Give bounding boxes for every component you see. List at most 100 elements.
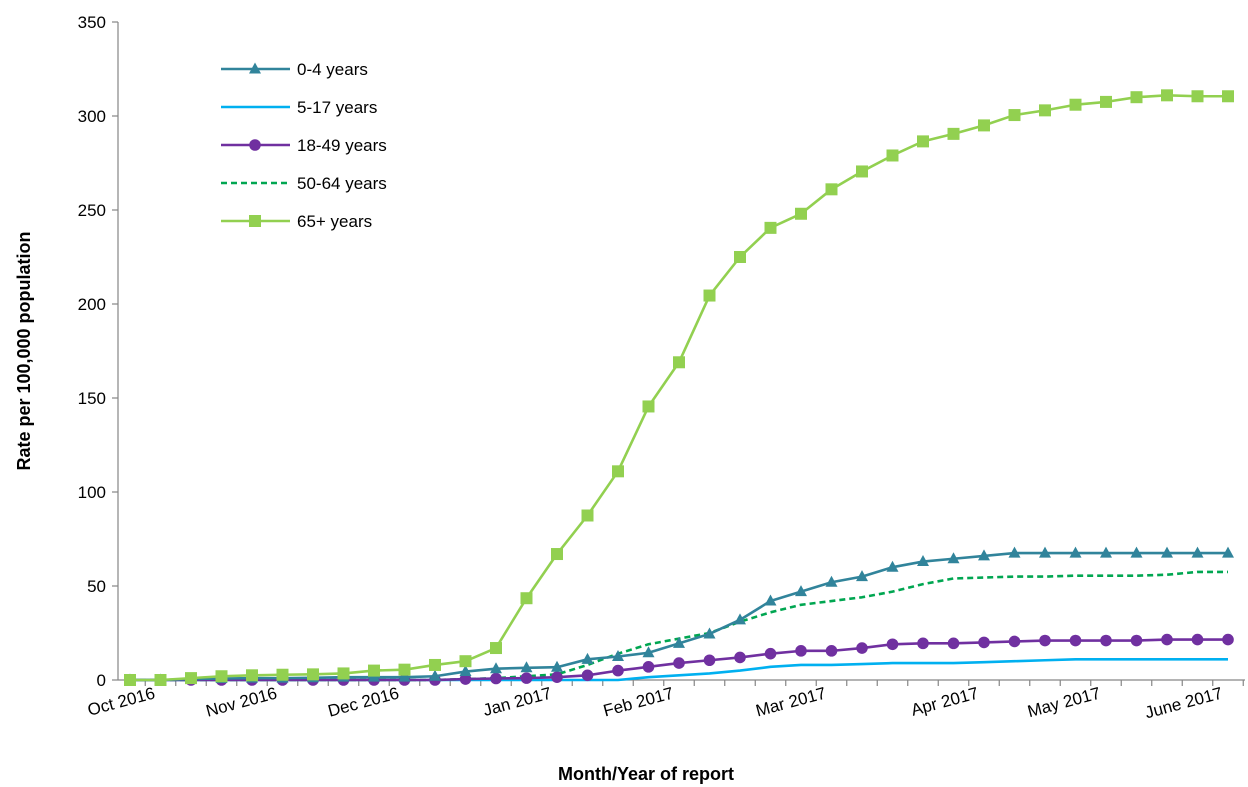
- series-65-years: [124, 89, 1234, 686]
- x-tick-label: June 2017: [1143, 684, 1225, 723]
- x-axis-ticks: Oct 2016 Nov 2016 Dec 2016 Jan 2017 Feb 2017…: [85, 680, 1244, 723]
- data-point-square: [520, 592, 533, 605]
- data-point-circle: [612, 664, 624, 677]
- legend: 0-4 years 5-17 years 18-49 years 50-64 year…: [221, 60, 387, 231]
- x-tick-label: Dec 2016: [326, 684, 401, 721]
- data-point-triangle: [612, 650, 624, 661]
- data-point-square: [978, 119, 990, 132]
- data-point-triangle: [1069, 546, 1082, 558]
- data-point-circle: [1191, 633, 1204, 646]
- legend-item: 5-17 years: [221, 98, 377, 117]
- data-point-square: [612, 465, 624, 478]
- data-point-square: [490, 642, 502, 655]
- data-point-triangle: [764, 594, 777, 606]
- data-point-circle: [673, 657, 685, 669]
- data-point-triangle: [581, 652, 594, 664]
- data-point-circle: [459, 673, 472, 685]
- data-point-circle: [978, 636, 990, 649]
- data-point-triangle: [734, 613, 746, 625]
- x-tick-label: Feb 2017: [601, 684, 675, 721]
- data-point-square: [734, 251, 746, 263]
- y-tick-label: 0: [97, 671, 106, 690]
- data-point-triangle: [1222, 546, 1234, 558]
- data-point-square: [673, 356, 685, 369]
- data-point-triangle: [673, 636, 685, 648]
- legend-item: 18-49 years: [221, 136, 387, 155]
- data-point-circle: [581, 669, 594, 682]
- data-point-square: [1222, 90, 1234, 103]
- data-point-triangle: [1039, 546, 1051, 558]
- data-point-square: [276, 668, 289, 681]
- data-point-square: [581, 509, 594, 522]
- data-point-square: [1130, 91, 1143, 104]
- y-tick-label: 350: [78, 13, 106, 32]
- data-point-triangle: [429, 669, 441, 681]
- data-point-triangle: [1130, 546, 1143, 558]
- data-point-circle: [642, 661, 655, 673]
- legend-label: 0-4 years: [297, 60, 368, 79]
- data-point-circle: [886, 638, 899, 651]
- y-tick-label: 200: [78, 295, 106, 314]
- data-point-triangle: [1100, 546, 1112, 558]
- data-point-circle: [490, 672, 502, 685]
- data-point-square: [1039, 104, 1051, 117]
- data-point-circle: [520, 672, 533, 684]
- data-point-circle: [551, 671, 563, 683]
- y-tick-label: 100: [78, 483, 106, 502]
- data-point-square: [917, 135, 929, 148]
- x-tick-label: Nov 2016: [204, 684, 279, 721]
- data-point-circle: [947, 637, 960, 650]
- data-point-square: [1100, 95, 1112, 108]
- data-point-triangle: [398, 670, 411, 682]
- data-point-triangle: [703, 627, 716, 639]
- data-point-triangle: [886, 560, 899, 572]
- data-point-triangle: [947, 552, 960, 564]
- data-point-square: [1008, 109, 1021, 122]
- x-tick-label: Jan 2017: [481, 684, 553, 720]
- data-point-square: [246, 669, 258, 682]
- data-point-circle: [249, 139, 261, 151]
- legend-label: 50-64 years: [297, 174, 387, 193]
- legend-label: 65+ years: [297, 212, 372, 231]
- series-line: [130, 94, 1228, 682]
- data-point-circle: [1039, 634, 1051, 647]
- data-point-square: [185, 672, 197, 685]
- data-point-square: [215, 670, 228, 683]
- data-point-square: [1191, 90, 1204, 103]
- data-point-triangle: [551, 660, 563, 672]
- data-point-square: [703, 289, 716, 302]
- x-tick-label: Mar 2017: [754, 684, 828, 721]
- x-tick-label: May 2017: [1025, 684, 1102, 722]
- data-point-square: [642, 400, 655, 413]
- legend-label: 18-49 years: [297, 136, 387, 155]
- legend-item: 65+ years: [221, 212, 372, 231]
- series-layer: [124, 89, 1234, 686]
- data-point-square: [886, 149, 899, 162]
- data-point-square: [249, 215, 261, 227]
- y-tick-label: 50: [87, 577, 106, 596]
- data-point-triangle: [825, 575, 838, 587]
- data-point-circle: [734, 651, 746, 664]
- y-tick-label: 150: [78, 389, 106, 408]
- data-point-circle: [917, 637, 929, 650]
- data-point-circle: [795, 645, 807, 657]
- data-point-square: [429, 658, 441, 671]
- data-point-circle: [1130, 634, 1143, 647]
- data-point-triangle: [917, 555, 929, 567]
- y-tick-label: 250: [78, 201, 106, 220]
- data-point-triangle: [490, 662, 502, 674]
- data-point-square: [825, 183, 838, 196]
- y-axis-title: Rate per 100,000 population: [14, 231, 34, 470]
- data-point-square: [856, 165, 868, 178]
- data-point-square: [398, 663, 411, 676]
- legend-item: 0-4 years: [221, 60, 368, 79]
- data-point-triangle: [795, 585, 807, 597]
- data-point-triangle: [249, 62, 261, 74]
- x-tick-label: Apr 2017: [909, 684, 981, 720]
- data-point-circle: [1008, 635, 1021, 648]
- data-point-square: [551, 548, 563, 561]
- data-point-square: [307, 668, 319, 681]
- data-point-triangle: [856, 570, 868, 582]
- data-point-square: [1161, 89, 1173, 102]
- data-point-square: [764, 221, 777, 234]
